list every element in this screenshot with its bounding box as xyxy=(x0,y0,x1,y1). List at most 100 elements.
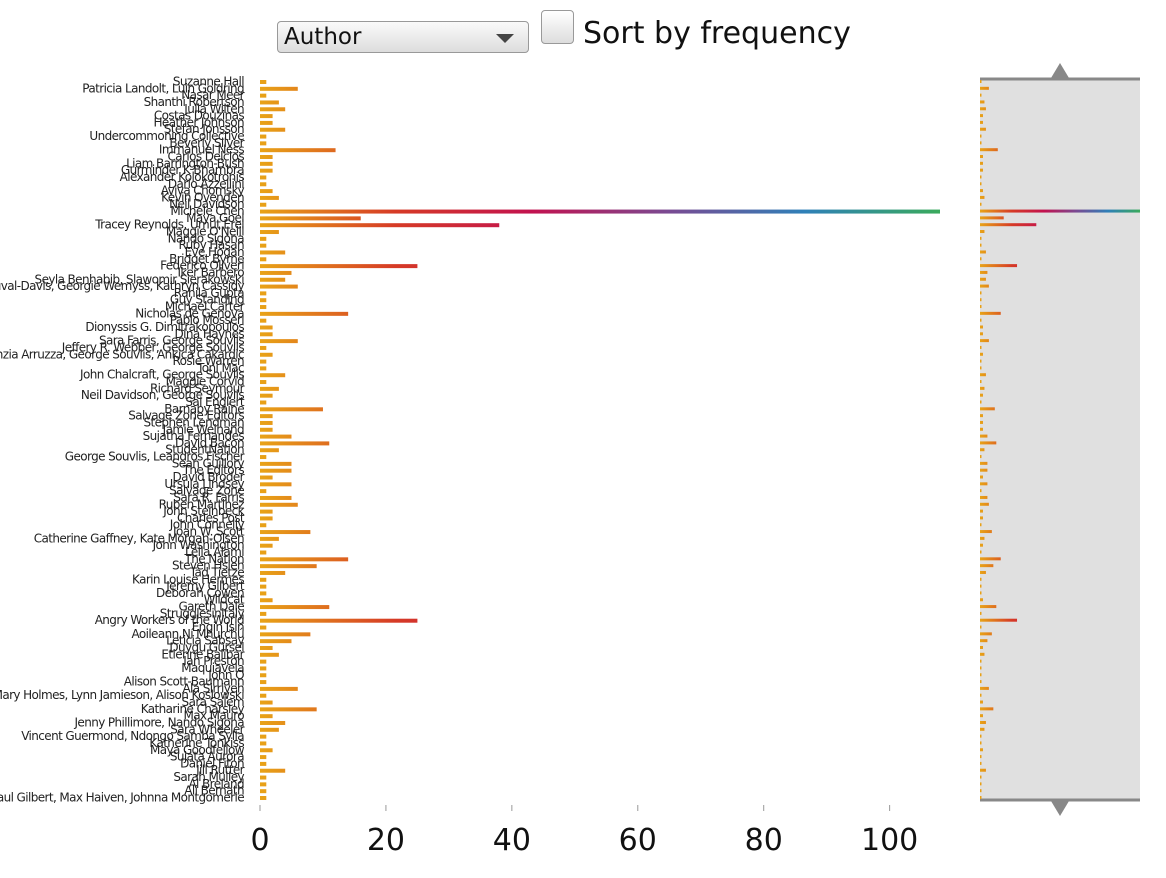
bar xyxy=(260,161,273,166)
minimap-bar xyxy=(980,345,982,349)
y-tick-label: Dionyssis G. Dimitrakopoulos xyxy=(85,320,244,334)
y-tick-label: Bridget Byrne xyxy=(169,252,244,266)
minimap-bar xyxy=(980,652,985,656)
minimap-bar xyxy=(980,761,982,765)
y-tick-label: Gareth Dale xyxy=(178,600,244,614)
y-tick-label: Paul Gilbert, Max Haiven, Johnna Montgom… xyxy=(0,791,244,805)
minimap-bar xyxy=(980,400,982,404)
y-tick-label: Jamie Weinand xyxy=(162,422,244,436)
y-tick-label: Federico Oliveri xyxy=(160,259,244,273)
bar xyxy=(260,455,267,460)
author-dropdown[interactable]: Author xyxy=(277,21,529,53)
minimap-bar xyxy=(980,666,982,670)
y-tick-label: Costas Douzinas xyxy=(154,109,244,123)
y-tick-label: Stephen Lendman xyxy=(144,415,244,429)
minimap-bar xyxy=(980,475,983,479)
y-tick-label: Aviva Chomsky xyxy=(161,184,245,198)
minimap-bar xyxy=(980,270,988,274)
y-tick-label: Nira Yuval-Davis, Georgie Wemyss, Kathry… xyxy=(0,279,244,293)
minimap-bar xyxy=(980,352,983,356)
minimap-bar xyxy=(980,611,982,615)
bar xyxy=(260,284,298,289)
bar xyxy=(260,564,317,569)
minimap-down-arrow[interactable] xyxy=(1051,801,1069,816)
y-tick-label: Jill Rutter xyxy=(195,763,245,777)
minimap-bar xyxy=(980,243,982,247)
bar xyxy=(260,168,273,173)
y-tick-label: Kevin Ovenden xyxy=(161,190,244,204)
bar xyxy=(260,114,273,119)
minimap-bar xyxy=(980,550,982,554)
bar xyxy=(260,182,267,187)
minimap-bar xyxy=(980,448,985,452)
bar xyxy=(260,639,292,644)
y-tick-label: Beverly Silver xyxy=(169,136,244,150)
bar xyxy=(260,230,279,235)
bar xyxy=(260,434,292,439)
minimap-bar xyxy=(980,195,985,199)
minimap-bar xyxy=(980,264,1018,268)
minimap-bar xyxy=(980,748,983,752)
y-tick-label: Karin Louise Hermes xyxy=(132,572,244,586)
minimap-bar xyxy=(980,373,986,377)
y-tick-label: Etienne Balibar xyxy=(161,647,244,661)
bar xyxy=(260,489,267,494)
minimap-bar xyxy=(980,155,983,159)
minimap-bar xyxy=(980,625,982,629)
x-tick-label: 80 xyxy=(745,823,783,858)
minimap-bar xyxy=(980,509,983,513)
y-tick-label: Maggie O'Neill xyxy=(166,225,244,239)
y-tick-label: Neil Davidson xyxy=(169,197,244,211)
minimap-bar xyxy=(980,714,983,718)
y-tick-label: Rosie Warren xyxy=(172,354,244,368)
y-tick-label: Suzanne Hall xyxy=(173,75,244,89)
y-tick-label: Charles Post xyxy=(177,511,245,525)
minimap-bar xyxy=(980,332,983,336)
y-tick-label: Dina Haynes xyxy=(175,327,245,341)
minimap-bar xyxy=(980,277,986,281)
minimap-bar xyxy=(980,257,982,261)
minimap-bar xyxy=(980,468,988,472)
minimap-bar xyxy=(980,584,982,588)
y-tick-label: Iker Barbero xyxy=(177,265,244,279)
x-tick-label: 20 xyxy=(367,823,405,858)
minimap-bar xyxy=(980,557,1001,561)
y-tick-label: Dario Azzellini xyxy=(168,177,244,191)
y-tick-label: StudentNation xyxy=(165,443,244,457)
y-tick-label: Ruby Hasan xyxy=(178,238,244,252)
bar xyxy=(260,748,273,753)
minimap-bar xyxy=(980,420,983,424)
minimap-bar xyxy=(980,209,1140,213)
bar xyxy=(260,523,267,528)
minimap-bar xyxy=(980,645,983,649)
minimap-bar xyxy=(980,284,989,288)
bar xyxy=(260,509,273,514)
bar xyxy=(260,666,267,671)
y-tick-label: Steven Hsieh xyxy=(172,559,244,573)
bar xyxy=(260,202,267,207)
bar xyxy=(260,516,273,521)
bar xyxy=(260,502,298,507)
y-tick-label: Guy Standing xyxy=(170,293,244,307)
y-tick-label: Stefan Jonsson xyxy=(164,122,244,136)
y-tick-label: Maquiavela xyxy=(181,661,244,675)
bar xyxy=(260,550,267,555)
y-tick-label: Duygu Gürsel xyxy=(169,640,244,654)
minimap-bar xyxy=(980,80,982,83)
minimap-bar xyxy=(980,434,988,438)
minimap-bar xyxy=(980,393,983,397)
y-tick-label: Tad Tietze xyxy=(189,565,244,579)
y-tick-label: Maggie Corvid xyxy=(166,375,244,389)
bar xyxy=(260,720,286,725)
minimap-background[interactable] xyxy=(980,80,1140,800)
sort-checkbox-label[interactable]: Sort by frequency xyxy=(583,16,851,51)
minimap-up-arrow[interactable] xyxy=(1051,63,1069,78)
minimap-bar xyxy=(980,189,983,193)
bar xyxy=(260,407,323,412)
minimap-bar xyxy=(980,318,982,322)
y-tick-label: Ali Bernath xyxy=(184,784,244,798)
sort-checkbox[interactable] xyxy=(541,10,574,44)
bar xyxy=(260,243,267,248)
bar xyxy=(260,386,279,391)
